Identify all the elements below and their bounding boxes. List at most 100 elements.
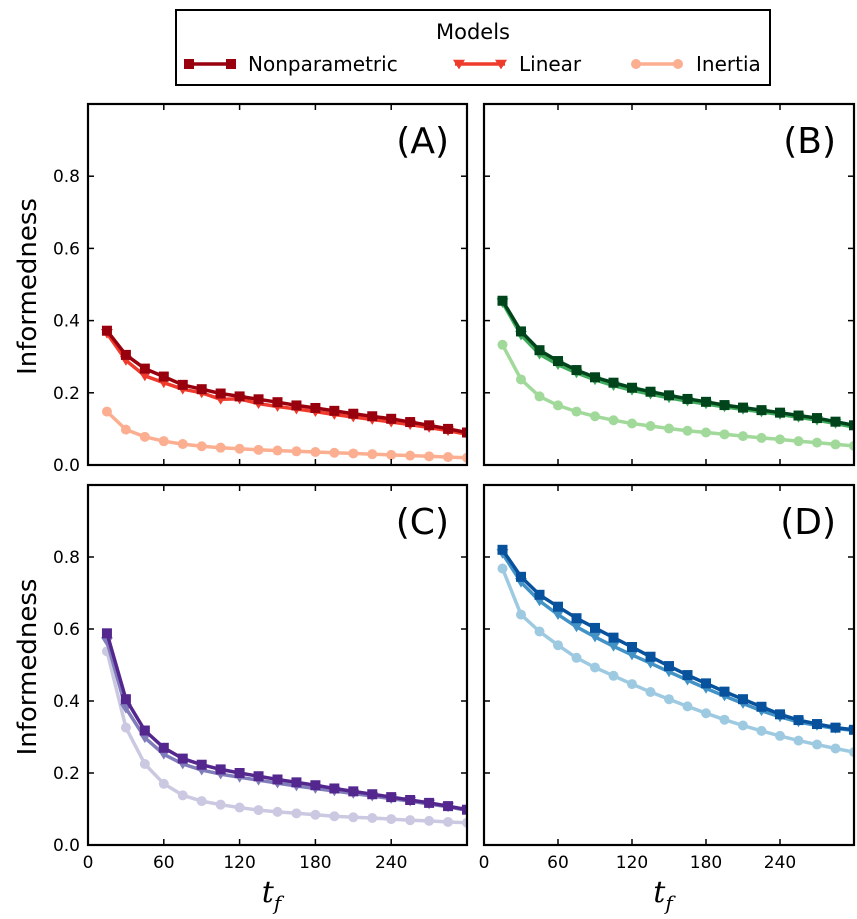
data-point-nonparametric bbox=[367, 789, 378, 800]
data-point-inertia bbox=[405, 815, 416, 826]
data-point-inertia bbox=[462, 452, 467, 463]
data-point-nonparametric bbox=[272, 774, 283, 785]
data-point-nonparametric bbox=[424, 797, 435, 808]
data-point-nonparametric bbox=[719, 686, 730, 697]
data-point-nonparametric bbox=[120, 694, 131, 705]
x-tick-label: 240 bbox=[764, 853, 796, 873]
data-point-inertia bbox=[756, 432, 767, 443]
data-point-nonparametric bbox=[682, 670, 693, 681]
data-point-inertia bbox=[553, 640, 563, 651]
legend-marker bbox=[226, 59, 236, 69]
data-point-nonparametric bbox=[329, 405, 340, 416]
data-point-nonparametric bbox=[443, 801, 454, 812]
data-point-inertia bbox=[158, 778, 169, 789]
legend-marker bbox=[453, 59, 465, 70]
data-point-inertia bbox=[516, 374, 526, 385]
data-point-inertia bbox=[571, 652, 582, 663]
data-point-nonparametric bbox=[310, 402, 321, 413]
legend-item-nonparametric: Nonparametric bbox=[184, 52, 398, 76]
data-point-nonparametric bbox=[534, 589, 545, 600]
data-point-inertia bbox=[196, 441, 207, 452]
panel-label: (B) bbox=[783, 121, 836, 162]
data-point-nonparametric bbox=[793, 410, 804, 421]
data-point-nonparametric bbox=[553, 356, 563, 367]
data-point-linear bbox=[138, 733, 151, 744]
data-point-nonparametric bbox=[310, 780, 321, 791]
plot-frame bbox=[482, 102, 856, 467]
legend-label: Inertia bbox=[696, 52, 761, 76]
data-point-nonparametric bbox=[516, 326, 526, 337]
data-point-inertia bbox=[812, 739, 822, 750]
data-point-nonparametric bbox=[497, 544, 508, 555]
plot-frame bbox=[482, 483, 856, 847]
data-point-inertia bbox=[177, 439, 188, 450]
data-point-inertia bbox=[534, 626, 545, 637]
data-point-inertia bbox=[682, 701, 693, 712]
data-point-inertia bbox=[443, 452, 454, 463]
y-tick-label: 0.4 bbox=[53, 692, 80, 712]
panel-d: 0 60 120 180 240 (D) tf bbox=[479, 483, 856, 915]
panel-a: 0.0 0.2 0.4 0.6 0.8 (A) Informedness bbox=[13, 102, 469, 476]
data-point-nonparametric bbox=[196, 759, 207, 770]
data-point-inertia bbox=[386, 814, 397, 825]
data-point-inertia bbox=[849, 747, 854, 758]
data-point-nonparametric bbox=[849, 724, 854, 735]
data-point-inertia bbox=[158, 436, 169, 447]
data-point-inertia bbox=[830, 743, 841, 754]
x-tick-label: 60 bbox=[547, 853, 569, 873]
data-point-linear bbox=[552, 610, 564, 620]
legend-label: Nonparametric bbox=[248, 52, 398, 76]
data-point-inertia bbox=[516, 609, 526, 620]
data-point-nonparametric bbox=[462, 427, 467, 438]
data-point-inertia bbox=[775, 730, 785, 741]
data-point-inertia bbox=[405, 450, 416, 461]
data-point-inertia bbox=[701, 427, 711, 438]
data-point-nonparametric bbox=[120, 349, 131, 360]
data-point-nonparametric bbox=[701, 396, 711, 407]
data-point-inertia bbox=[215, 799, 226, 810]
data-point-nonparametric bbox=[443, 423, 454, 434]
panel-label: (D) bbox=[780, 502, 836, 543]
data-point-inertia bbox=[139, 431, 150, 442]
legend-box bbox=[175, 9, 771, 86]
data-point-inertia bbox=[590, 411, 600, 422]
data-point-nonparametric bbox=[645, 651, 656, 662]
data-point-inertia bbox=[738, 720, 748, 731]
data-point-inertia bbox=[719, 429, 730, 440]
data-point-nonparametric bbox=[719, 400, 730, 411]
legend-item-inertia: Inertia bbox=[631, 52, 761, 76]
data-point-nonparametric bbox=[348, 408, 359, 419]
data-point-nonparametric bbox=[627, 642, 637, 652]
data-point-inertia bbox=[701, 708, 711, 719]
data-point-nonparametric bbox=[608, 632, 619, 643]
data-point-nonparametric bbox=[830, 416, 841, 427]
data-point-nonparametric bbox=[756, 405, 767, 416]
data-point-inertia bbox=[534, 391, 545, 402]
data-point-inertia bbox=[272, 445, 283, 456]
data-point-linear bbox=[589, 632, 601, 643]
data-point-inertia bbox=[645, 687, 656, 697]
data-point-nonparametric bbox=[158, 742, 169, 753]
panels: 0.00.20.40.60.8(A)Informedness (B) 0.00.20… bbox=[13, 102, 856, 915]
x-tick-label: 180 bbox=[690, 853, 722, 873]
data-point-inertia bbox=[329, 447, 340, 458]
data-point-nonparametric bbox=[291, 400, 302, 411]
x-tick-label: 240 bbox=[375, 853, 407, 873]
data-point-nonparametric bbox=[553, 601, 563, 612]
plot-frame bbox=[86, 102, 469, 467]
data-point-nonparametric bbox=[177, 753, 188, 764]
data-point-nonparametric bbox=[272, 397, 283, 408]
data-point-nonparametric bbox=[215, 764, 226, 775]
data-point-inertia bbox=[139, 759, 150, 769]
data-point-inertia bbox=[553, 400, 563, 411]
data-point-inertia bbox=[424, 815, 435, 826]
data-point-nonparametric bbox=[462, 804, 467, 815]
data-point-linear bbox=[626, 650, 638, 661]
panel-label: (A) bbox=[396, 121, 449, 162]
data-point-nonparametric bbox=[738, 402, 748, 413]
data-point-nonparametric bbox=[234, 391, 245, 402]
data-point-nonparametric bbox=[158, 371, 169, 382]
panel-c: 0.0 0.2 0.4 0.6 0.8 0 60 120 180 240 (C) Informedne… bbox=[13, 483, 469, 915]
data-point-nonparametric bbox=[756, 701, 767, 712]
data-point-nonparametric bbox=[253, 394, 264, 405]
